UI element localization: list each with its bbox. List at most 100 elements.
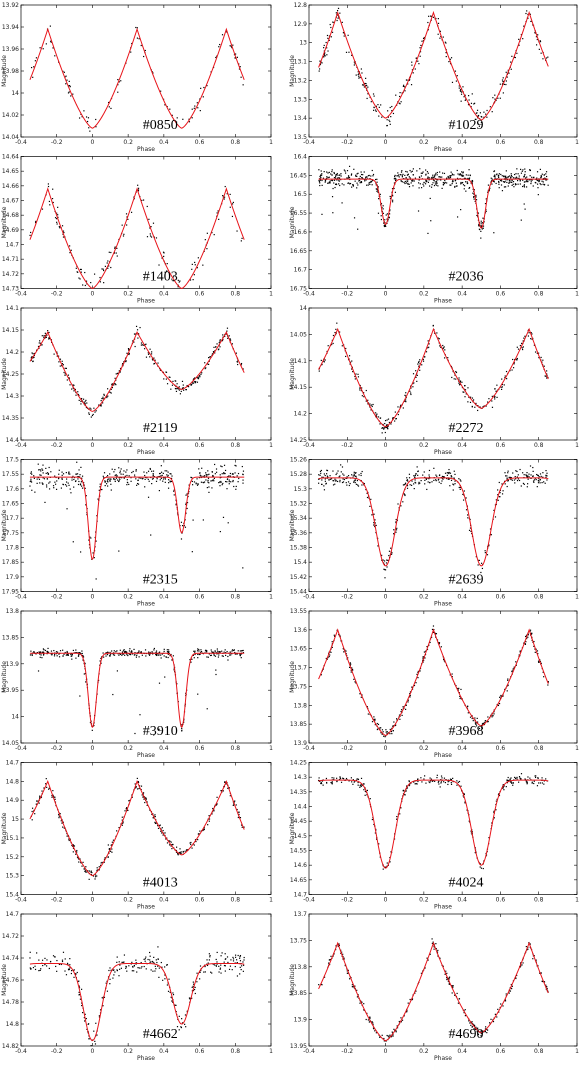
observation-point <box>342 777 344 779</box>
observation-point <box>406 171 408 173</box>
observation-point <box>382 212 384 214</box>
observation-point <box>354 378 356 380</box>
observation-point <box>336 777 338 779</box>
observation-point <box>532 185 534 187</box>
observation-point <box>502 92 504 94</box>
observation-point <box>396 815 398 818</box>
observation-point <box>431 184 433 186</box>
observation-point <box>363 86 365 88</box>
x-tick-label: -0.4 <box>303 594 315 601</box>
observation-point <box>543 184 545 186</box>
observation-point <box>88 1038 90 1040</box>
y-tick-label: 16.45 <box>290 172 307 179</box>
observation-point <box>111 384 113 386</box>
observation-point <box>56 480 58 482</box>
observation-point <box>118 826 120 829</box>
observation-point <box>463 490 465 492</box>
observation-point <box>160 654 162 656</box>
observation-point <box>497 489 499 491</box>
observation-point <box>56 218 58 220</box>
observation-point <box>477 564 479 566</box>
observation-point <box>403 484 405 486</box>
observation-point <box>373 716 375 718</box>
observation-point <box>131 970 133 972</box>
observation-point <box>164 481 166 483</box>
plot-frame <box>20 762 272 895</box>
observation-point <box>371 169 373 172</box>
observation-point <box>396 818 398 820</box>
observation-point <box>323 473 325 475</box>
observation-point <box>392 417 395 419</box>
observation-point <box>451 376 453 379</box>
observation-point <box>109 967 111 969</box>
observation-point <box>527 636 529 638</box>
observation-point <box>91 729 93 731</box>
observation-point <box>320 469 323 472</box>
observation-point <box>208 653 210 655</box>
observation-point <box>236 361 239 363</box>
observation-point <box>359 389 361 391</box>
observation-point <box>180 1026 183 1029</box>
observation-point <box>116 475 118 477</box>
observation-point <box>503 186 506 188</box>
observation-point <box>233 803 235 805</box>
observation-point <box>494 516 497 518</box>
observation-point <box>319 175 322 177</box>
observation-point <box>38 469 40 471</box>
observation-point <box>511 369 513 371</box>
observation-point <box>240 364 242 366</box>
observation-point <box>454 179 457 181</box>
observation-point <box>80 861 82 863</box>
observation-point <box>177 388 179 390</box>
observation-point <box>348 176 350 178</box>
observation-point <box>76 851 78 853</box>
observation-point <box>361 84 364 86</box>
y-tick-label: 17.65 <box>2 501 19 508</box>
plot-frame <box>308 762 578 895</box>
observation-point <box>128 348 130 351</box>
observation-point <box>505 83 507 86</box>
observation-point <box>43 649 45 651</box>
observation-point <box>526 781 528 783</box>
observation-point <box>418 481 420 483</box>
observation-point <box>125 360 127 362</box>
observation-point <box>166 964 168 966</box>
observation-point <box>137 187 140 189</box>
observation-point <box>222 790 224 792</box>
observation-point <box>480 222 482 224</box>
observation-point <box>409 696 411 698</box>
observation-point <box>65 367 67 369</box>
observation-point <box>420 172 422 174</box>
observation-point <box>200 969 202 972</box>
observation-point <box>384 219 386 221</box>
observation-point <box>510 781 512 783</box>
observation-point <box>231 47 233 49</box>
observation-point <box>532 176 535 179</box>
x-tick-label: -0.4 <box>15 594 27 601</box>
observation-point <box>390 116 392 118</box>
observation-point <box>355 74 357 76</box>
observation-point <box>517 474 519 476</box>
observation-point <box>45 467 47 469</box>
y-tick-label: 13.2 <box>294 77 308 84</box>
observation-point <box>96 867 98 869</box>
observation-point <box>82 284 84 286</box>
observation-point <box>80 271 82 273</box>
observation-point <box>65 654 67 656</box>
observation-point <box>211 813 213 815</box>
observation-point <box>537 479 539 482</box>
observation-point <box>525 180 528 182</box>
observation-point <box>175 121 178 123</box>
observation-point <box>390 730 393 733</box>
observation-point <box>473 196 475 198</box>
observation-point <box>389 106 391 109</box>
observation-point <box>73 486 75 488</box>
observation-points <box>318 7 549 127</box>
y-tick-label: 14 <box>299 305 307 312</box>
observation-point <box>102 652 104 654</box>
observation-point <box>536 183 539 185</box>
observation-point <box>197 839 199 841</box>
y-tick-label: 13.9 <box>294 740 308 747</box>
observation-point <box>240 76 242 78</box>
observation-point <box>530 332 532 334</box>
